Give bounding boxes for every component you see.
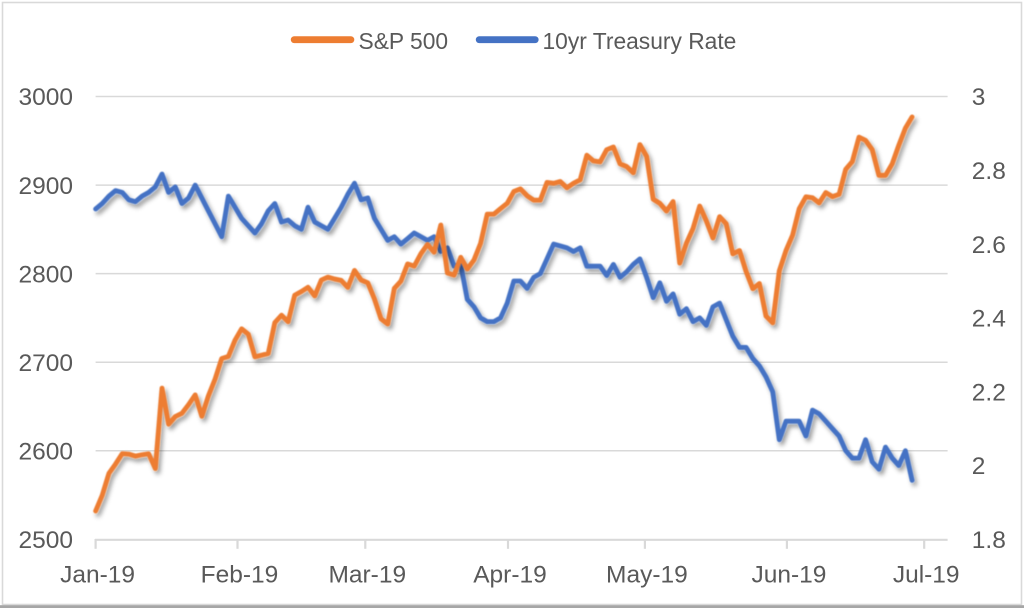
svg-text:2600: 2600 <box>18 438 73 465</box>
svg-text:10yr Treasury Rate: 10yr Treasury Rate <box>543 28 737 54</box>
svg-text:2.4: 2.4 <box>972 306 1006 333</box>
svg-text:Jul-19: Jul-19 <box>893 561 960 588</box>
svg-text:Jun-19: Jun-19 <box>751 561 826 588</box>
svg-text:2: 2 <box>972 453 986 480</box>
svg-text:3: 3 <box>972 84 986 111</box>
svg-text:2.2: 2.2 <box>972 379 1006 406</box>
svg-text:2500: 2500 <box>18 527 73 554</box>
svg-text:2700: 2700 <box>18 350 73 377</box>
svg-text:1.8: 1.8 <box>972 527 1006 554</box>
svg-text:S&P 500: S&P 500 <box>359 28 449 54</box>
svg-text:Apr-19: Apr-19 <box>473 561 547 588</box>
svg-text:2.6: 2.6 <box>972 232 1006 259</box>
svg-text:3000: 3000 <box>18 84 73 111</box>
svg-text:Feb-19: Feb-19 <box>201 561 279 588</box>
svg-text:May-19: May-19 <box>606 561 688 588</box>
svg-text:Mar-19: Mar-19 <box>328 561 406 588</box>
svg-text:2900: 2900 <box>18 173 73 200</box>
svg-text:Jan-19: Jan-19 <box>60 561 135 588</box>
svg-text:2.8: 2.8 <box>972 158 1006 185</box>
svg-text:2800: 2800 <box>18 261 73 288</box>
